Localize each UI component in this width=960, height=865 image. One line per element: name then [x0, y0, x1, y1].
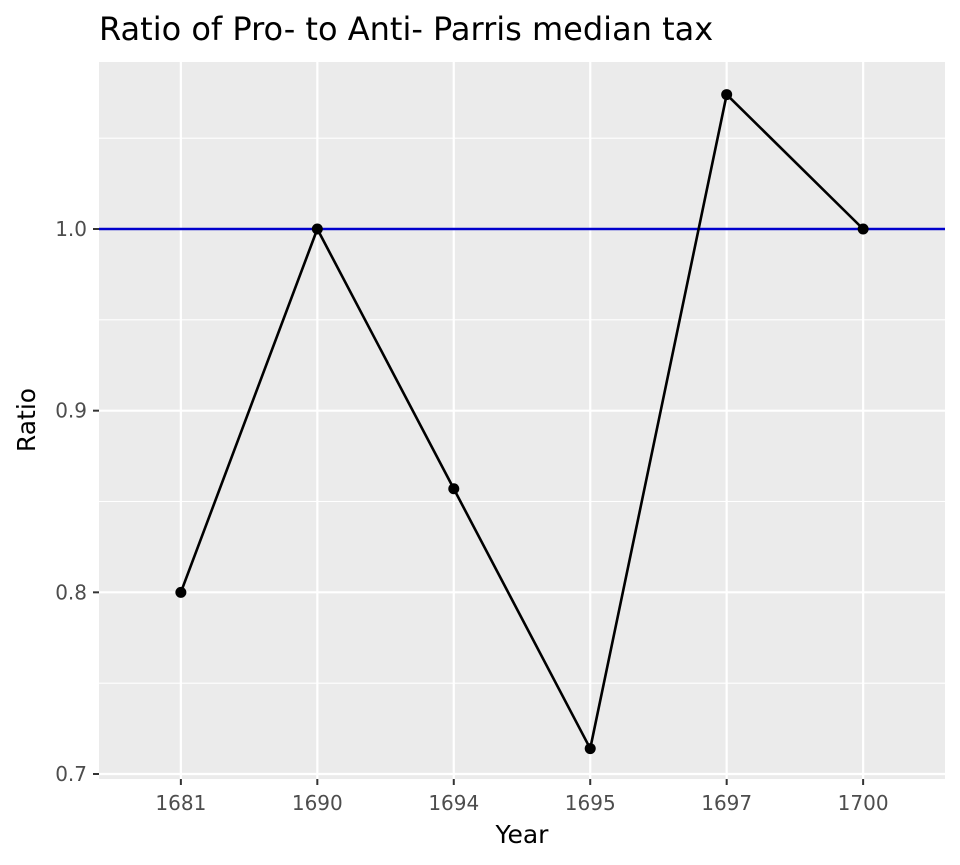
plot-panel: [99, 62, 945, 779]
x-axis-ticks: 1681 1690 1694 1695 1697 1700: [155, 779, 889, 815]
y-tick-label: 0.8: [55, 580, 87, 604]
x-tick-label: 1700: [838, 791, 889, 815]
minor-gridlines-y: [99, 137, 945, 684]
chart-title: Ratio of Pro- to Anti- Parris median tax: [99, 10, 713, 48]
y-tick-label: 0.9: [55, 399, 87, 423]
y-axis-ticks: 0.7 0.8 0.9 1.0: [55, 217, 99, 786]
x-tick-label: 1681: [155, 791, 206, 815]
x-tick-label: 1690: [292, 791, 343, 815]
x-tick-label: 1697: [701, 791, 752, 815]
y-axis-title: Ratio: [12, 388, 41, 452]
data-point: [175, 586, 187, 598]
data-point: [311, 223, 323, 235]
data-point: [857, 223, 869, 235]
major-gridlines-x: [179, 62, 865, 779]
data-point: [721, 89, 733, 101]
data-point: [448, 483, 460, 495]
series-line: [179, 93, 865, 750]
data-points: [175, 89, 869, 755]
x-tick-label: 1694: [428, 791, 479, 815]
data-point: [584, 743, 596, 755]
y-tick-label: 1.0: [55, 217, 87, 241]
x-tick-label: 1695: [565, 791, 616, 815]
y-tick-label: 0.7: [55, 762, 87, 786]
x-axis-title: Year: [495, 820, 550, 849]
